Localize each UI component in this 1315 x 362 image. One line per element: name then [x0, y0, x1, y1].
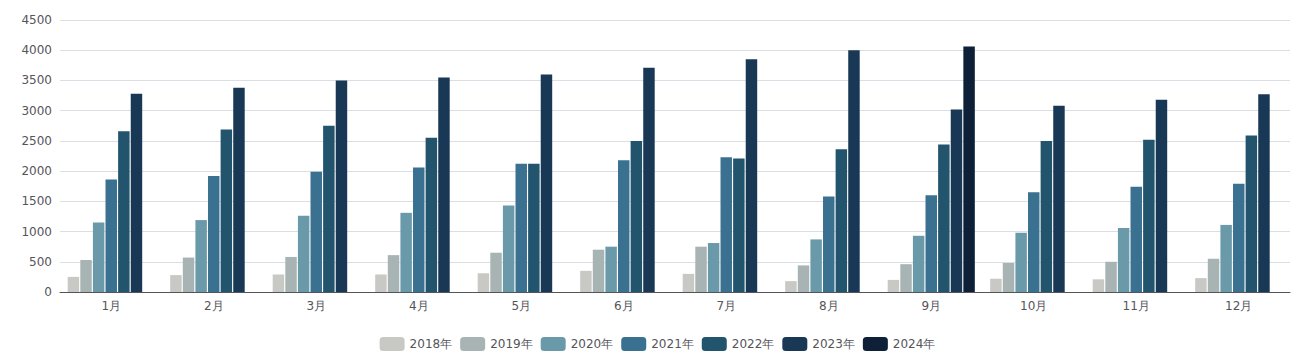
svg-text:4000: 4000	[21, 43, 52, 57]
svg-text:8月: 8月	[819, 299, 839, 313]
svg-text:9月: 9月	[921, 299, 941, 313]
svg-text:2024年: 2024年	[893, 337, 936, 351]
svg-text:3000: 3000	[21, 104, 52, 118]
svg-text:5月: 5月	[511, 299, 531, 313]
svg-text:1月: 1月	[101, 299, 121, 313]
svg-text:6月: 6月	[614, 299, 634, 313]
svg-text:7月: 7月	[716, 299, 736, 313]
svg-text:10月: 10月	[1020, 299, 1047, 313]
svg-text:2020年: 2020年	[571, 337, 614, 351]
svg-text:0: 0	[44, 285, 52, 299]
svg-text:2023年: 2023年	[812, 337, 855, 351]
svg-text:2022年: 2022年	[732, 337, 775, 351]
svg-text:11月: 11月	[1123, 299, 1150, 313]
svg-text:2000: 2000	[21, 164, 52, 178]
svg-text:1500: 1500	[21, 194, 52, 208]
svg-text:4月: 4月	[409, 299, 429, 313]
svg-text:2019年: 2019年	[490, 337, 533, 351]
svg-text:2500: 2500	[21, 134, 52, 148]
svg-text:2021年: 2021年	[651, 337, 694, 351]
svg-text:2月: 2月	[204, 299, 224, 313]
svg-text:4500: 4500	[21, 13, 52, 27]
svg-text:500: 500	[29, 255, 52, 269]
svg-text:3月: 3月	[306, 299, 326, 313]
svg-text:3500: 3500	[21, 73, 52, 87]
svg-text:1000: 1000	[21, 225, 52, 239]
svg-text:2018年: 2018年	[410, 337, 453, 351]
svg-text:12月: 12月	[1225, 299, 1252, 313]
